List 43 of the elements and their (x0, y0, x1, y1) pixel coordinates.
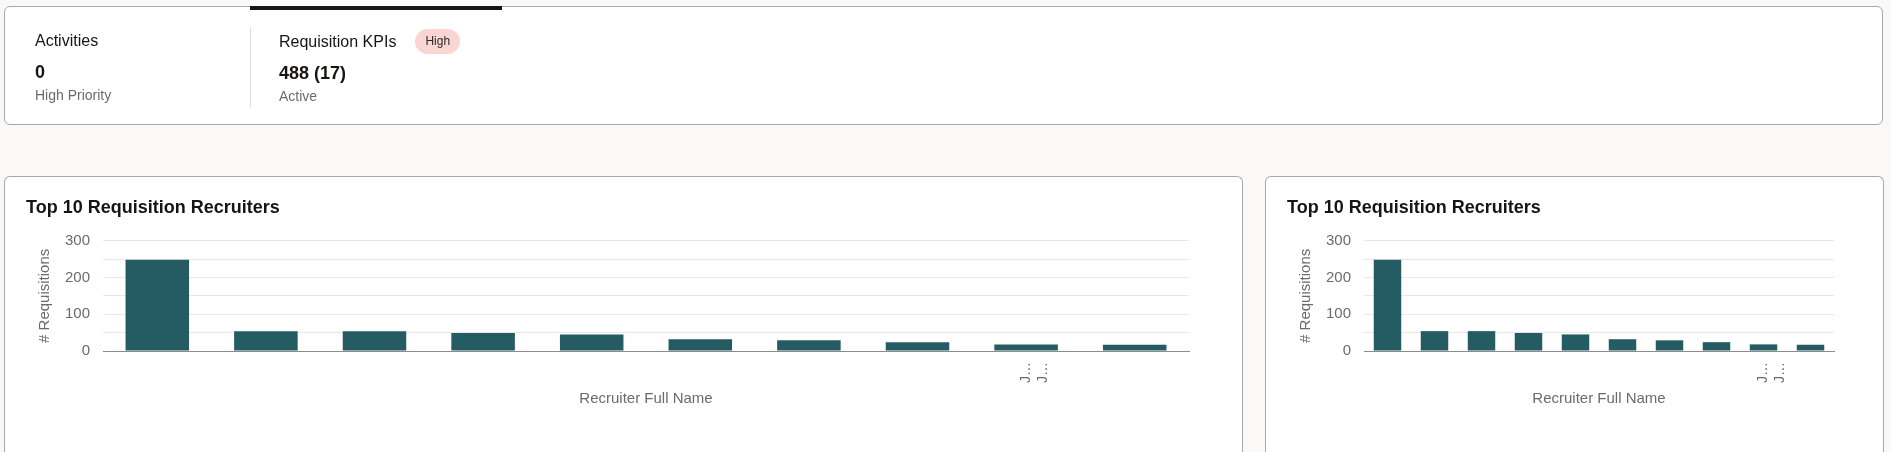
bar (1655, 340, 1684, 351)
bar (1561, 334, 1590, 351)
bar (777, 340, 841, 351)
bar (451, 332, 515, 351)
bar (342, 331, 407, 351)
bar (1749, 344, 1778, 351)
y-tick-label: 300 (64, 230, 90, 248)
bar (1514, 332, 1543, 351)
y-tick-label: 100 (1325, 304, 1351, 322)
y-tick-label: 300 (1325, 230, 1351, 248)
y-tick-label: 100 (64, 304, 90, 322)
text: High (425, 34, 451, 48)
bar (668, 339, 733, 351)
x-tick-label: J… J… (1016, 362, 1050, 383)
y-tick-label: 200 (64, 267, 90, 285)
chart-title: Top 10 Requisition Recruiters (26, 196, 280, 217)
y-tick-label: 0 (81, 341, 90, 359)
bar (1702, 342, 1731, 351)
text: High Priority (35, 86, 113, 105)
text: Active (279, 87, 319, 106)
x-axis-title: Recruiter Full Name (579, 389, 713, 407)
bar (125, 259, 190, 351)
bar (559, 334, 624, 351)
category-label: Requisition KPIs (279, 31, 397, 52)
y-tick-label: 200 (1325, 267, 1351, 285)
bar (994, 344, 1058, 351)
bar (885, 342, 950, 351)
bar (1608, 339, 1637, 351)
x-tick-label: J… J… (1754, 362, 1788, 383)
y-tick-label: 0 (1342, 341, 1351, 359)
bar (1467, 331, 1496, 351)
bar (1102, 344, 1167, 351)
y-axis-title: # Requisitions (1296, 248, 1314, 343)
bar (1796, 344, 1825, 351)
category-label: Activities (35, 31, 99, 51)
bar (1373, 259, 1402, 351)
bar (234, 331, 298, 351)
y-axis-title: # Requisitions (35, 248, 53, 343)
chart-title: Top 10 Requisition Recruiters (1287, 196, 1541, 217)
text: 0 (35, 62, 46, 82)
text: 488 (17) (279, 63, 347, 83)
x-axis-title: Recruiter Full Name (1532, 389, 1666, 407)
bar (1420, 331, 1449, 351)
